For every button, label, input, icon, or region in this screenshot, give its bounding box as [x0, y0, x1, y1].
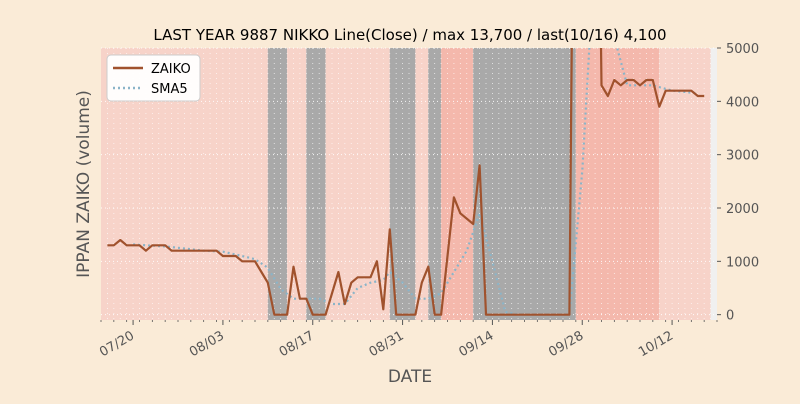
x-axis-label: DATE	[388, 367, 432, 387]
x-tick-label: 08/31	[367, 328, 407, 360]
series-line-zaiko	[107, 48, 705, 316]
legend-label-sma5: SMA5	[151, 82, 188, 97]
shaded-band	[101, 48, 108, 320]
y-tick-label: 5000	[726, 42, 759, 57]
x-tick-label: 08/17	[277, 328, 317, 360]
y-tick-label: 2000	[726, 202, 759, 217]
y-axis-label: IPPAN ZAIKO (volume)	[74, 90, 94, 278]
shaded-band	[306, 48, 326, 320]
chart-title: LAST YEAR 9887 NIKKO Line(Close) / max 1…	[153, 26, 666, 44]
x-tick-label: 09/28	[546, 328, 586, 360]
x-tick-label: 08/03	[187, 328, 227, 360]
y-tick-label: 3000	[726, 149, 759, 164]
shaded-band	[575, 48, 660, 320]
x-tick-label: 10/12	[636, 328, 676, 360]
y-tick-label: 4000	[726, 95, 759, 110]
legend-box	[106, 54, 201, 102]
series-lines	[107, 48, 705, 316]
shaded-band	[267, 48, 288, 320]
shaded-band	[287, 48, 307, 320]
x-tick-label: 07/20	[97, 328, 137, 360]
legend-label-zaiko: ZAIKO	[151, 62, 191, 77]
y-tick-label: 1000	[726, 255, 759, 270]
legend: ZAIKO SMA5	[106, 54, 201, 102]
y-axis: 0 1000 2000 3000 4000 5000	[717, 42, 759, 324]
x-tick-label: 09/14	[456, 328, 496, 360]
x-axis: 07/20 08/03 08/17 08/31 09/14 09/28 10/12	[97, 320, 718, 360]
y-tick-label: 0	[726, 309, 734, 324]
